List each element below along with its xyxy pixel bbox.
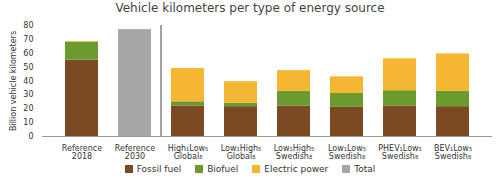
svg-text:PHEV₁Low₅Swedish₈: PHEV₁Low₅Swedish₈ — [378, 144, 422, 161]
svg-text:50: 50 — [23, 63, 33, 72]
svg-text:Low₁Low₅Swedish₈: Low₁Low₅Swedish₈ — [328, 144, 366, 161]
svg-text:Low₁High₅Swedish₈: Low₁High₅Swedish₈ — [274, 144, 315, 161]
html-text:Vehicle kilometers per type of: Vehicle kilometers per type of energy so… — [115, 1, 385, 15]
svg-text:0: 0 — [28, 132, 33, 141]
svg-text:Reference2030: Reference2030 — [115, 144, 155, 161]
svg-text:60: 60 — [23, 49, 33, 58]
svg-text:High₁Low₅Global₈: High₁Low₅Global₈ — [168, 144, 209, 161]
svg-text:10: 10 — [23, 118, 33, 127]
svg-text:BEV₁Low₅Swedish₈: BEV₁Low₅Swedish₈ — [434, 144, 472, 161]
html-text:Total: Total — [354, 164, 376, 174]
svg-text:70: 70 — [23, 35, 33, 44]
html-text:Electric power: Electric power — [264, 164, 329, 174]
svg-text:Low₁High₅Global₈: Low₁High₅Global₈ — [221, 144, 262, 161]
svg-text:80: 80 — [23, 21, 33, 30]
html-text:Biofuel: Biofuel — [207, 164, 239, 174]
svg-text:40: 40 — [23, 77, 33, 86]
svg-text:30: 30 — [23, 90, 33, 99]
html-text:Fossil fuel: Fossil fuel — [136, 164, 182, 174]
svg-text:Billion vehicle kilometers: Billion vehicle kilometers — [9, 31, 18, 131]
svg-text:Reference2018: Reference2018 — [62, 144, 102, 161]
svg-text:20: 20 — [23, 104, 33, 113]
